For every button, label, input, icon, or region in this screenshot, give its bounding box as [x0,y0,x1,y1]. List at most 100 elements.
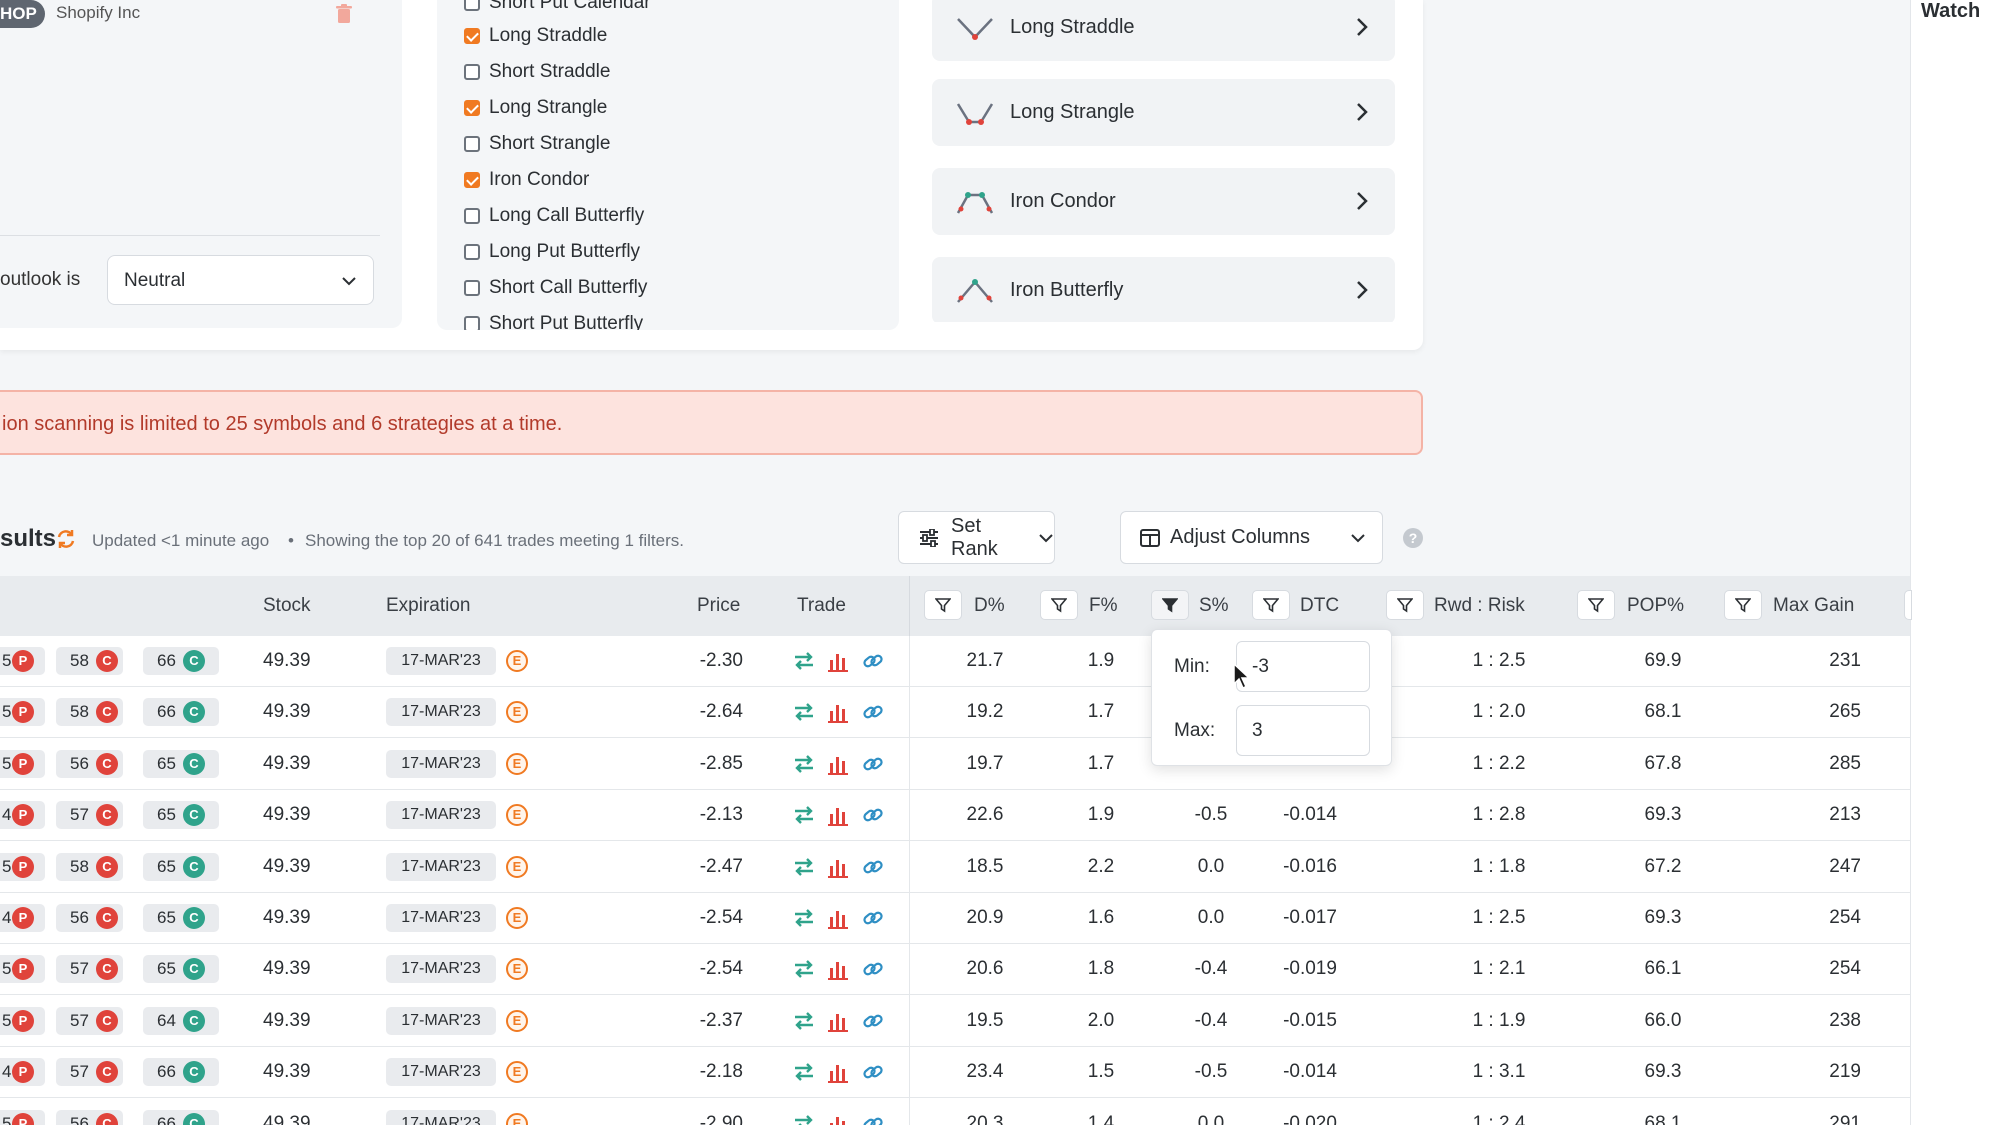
strategy-checkbox-row[interactable]: Long Straddle [464,21,607,51]
leg-pill[interactable]: 58 C [56,698,123,727]
table-row[interactable]: 5 P 56 C 66 C 49.39 17-MAR'23 E -2.90 20.3 1.4 0.0 -0… [0,1099,1910,1125]
strategy-card[interactable]: Iron Condor [932,168,1395,235]
strategy-checkbox-row[interactable]: Short Put Butterfly [464,309,643,330]
col-d-pct[interactable]: D% [974,595,1005,616]
next-column-filter-edge[interactable] [1904,590,1912,620]
bar-chart-icon[interactable] [828,756,848,775]
swap-arrows-icon[interactable] [795,960,813,979]
leg-pill[interactable]: 65 C [143,852,219,881]
leg-pill[interactable]: 57 C [56,1006,123,1035]
help-icon[interactable]: ? [1403,528,1423,548]
swap-arrows-icon[interactable] [795,1011,813,1030]
col-trade[interactable]: Trade [797,595,846,616]
swap-arrows-icon[interactable] [795,1063,813,1082]
col-max-gain[interactable]: Max Gain [1773,595,1855,616]
bar-chart-icon[interactable] [828,1065,848,1084]
strategy-checkbox-row[interactable]: Short Straddle [464,57,610,87]
table-row[interactable]: 5 P 58 C 65 C 49.39 17-MAR'23 E -2.47 18.5 2.2 0.0 -0… [0,842,1910,893]
bar-chart-icon[interactable] [828,705,848,724]
filter-rwd-risk-button[interactable] [1386,590,1424,620]
checkbox-unchecked[interactable] [464,244,480,260]
leg-pill[interactable]: 65 C [143,801,219,830]
col-price[interactable]: Price [697,595,741,616]
leg-pill[interactable]: 58 C [56,852,123,881]
link-icon[interactable] [863,963,883,976]
table-row[interactable]: 4 P 56 C 65 C 49.39 17-MAR'23 E -2.54 20.9 1.6 0.0 -0… [0,893,1910,944]
table-row[interactable]: 4 P 57 C 65 C 49.39 17-MAR'23 E -2.13 22.6 1.9 -0.5 -… [0,790,1910,842]
link-icon[interactable] [863,757,883,771]
swap-arrows-icon[interactable] [795,652,813,670]
swap-arrows-icon[interactable] [795,857,813,876]
link-icon[interactable] [863,1014,883,1028]
expiration-pill[interactable]: 17-MAR'23 [386,1058,496,1087]
leg-pill[interactable]: 65 C [143,955,219,984]
strategy-card[interactable]: Long Strangle [932,79,1395,146]
bar-chart-icon[interactable] [828,1116,848,1125]
leg-pill[interactable]: 57 C [56,1058,123,1087]
bar-chart-icon[interactable] [828,859,848,878]
leg-pill[interactable]: 57 C [56,801,123,830]
max-input[interactable]: 3 [1236,705,1370,756]
checkbox-checked[interactable] [464,28,480,44]
refresh-icon[interactable] [55,528,77,550]
swap-arrows-icon[interactable] [795,909,813,927]
checkbox-checked[interactable] [464,100,480,116]
expiration-pill[interactable]: 17-MAR'23 [386,698,496,727]
bar-chart-icon[interactable] [828,1013,848,1032]
leg-pill[interactable]: 66 C [143,698,219,727]
leg-pill[interactable]: 65 C [143,904,219,932]
table-row[interactable]: 5 P 57 C 65 C 49.39 17-MAR'23 E -2.54 20.6 1.8 -0.4 -… [0,944,1910,996]
strategy-checkbox-row[interactable]: Iron Condor [464,165,589,195]
adjust-columns-button[interactable]: Adjust Columns [1120,511,1383,564]
leg-pill[interactable]: 56 C [56,1109,123,1125]
strategy-checkbox-row[interactable]: Short Call Butterfly [464,273,647,303]
filter-s-pct-button[interactable] [1151,590,1189,620]
strategy-checkbox-row[interactable]: Long Call Butterfly [464,201,644,231]
expiration-pill[interactable]: 17-MAR'23 [386,1109,496,1125]
checkbox-unchecked[interactable] [464,208,480,224]
expiration-pill[interactable]: 17-MAR'23 [386,852,496,881]
strategy-checkbox-row[interactable]: Short Strangle [464,129,610,159]
col-expiration[interactable]: Expiration [386,595,471,616]
set-rank-button[interactable]: Set Rank [898,511,1055,564]
expiration-pill[interactable]: 17-MAR'23 [386,955,496,984]
filter-max-gain-button[interactable] [1724,590,1762,620]
trash-icon[interactable] [336,4,352,24]
strategy-checkbox-row[interactable]: Long Strangle [464,93,607,123]
bar-chart-icon[interactable] [828,911,848,929]
table-row[interactable]: 5 P 58 C 66 C 49.39 17-MAR'23 E -2.64 19.2 1.7 1 : 2… [0,687,1910,739]
bar-chart-icon[interactable] [828,654,848,672]
leg-pill[interactable]: 56 C [56,749,123,778]
link-icon[interactable] [863,1117,883,1125]
link-icon[interactable] [863,860,883,873]
filter-f-pct-button[interactable] [1040,590,1078,620]
expiration-pill[interactable]: 17-MAR'23 [386,801,496,830]
link-icon[interactable] [863,706,883,719]
col-dtc[interactable]: DTC [1300,595,1340,616]
filter-dtc-button[interactable] [1252,590,1290,620]
leg-pill[interactable]: 56 C [56,904,123,932]
col-stock[interactable]: Stock [263,595,311,616]
swap-arrows-icon[interactable] [795,806,813,825]
leg-pill[interactable]: 57 C [56,955,123,984]
expiration-pill[interactable]: 17-MAR'23 [386,647,496,675]
strategy-checkbox-row[interactable]: Short Put Calendar [464,0,651,18]
table-row[interactable]: 5 P 57 C 64 C 49.39 17-MAR'23 E -2.37 19.5 2.0 -0.4 -… [0,996,1910,1047]
swap-arrows-icon[interactable] [795,1114,813,1125]
table-row[interactable]: 5 P 56 C 65 C 49.39 17-MAR'23 E -2.85 19.7 1.7 1 : 2… [0,739,1910,790]
table-row[interactable]: 4 P 57 C 66 C 49.39 17-MAR'23 E -2.18 23.4 1.5 -0.5 -… [0,1047,1910,1099]
col-rwd-risk[interactable]: Rwd : Risk [1434,595,1525,616]
leg-pill[interactable]: 66 C [143,1058,219,1087]
table-row[interactable]: 5 P 58 C 66 C 49.39 17-MAR'23 E -2.30 21.7 1.9 1 : 2… [0,636,1910,687]
expiration-pill[interactable]: 17-MAR'23 [386,749,496,778]
outlook-select[interactable]: Neutral [107,255,374,305]
link-icon[interactable] [863,808,883,822]
